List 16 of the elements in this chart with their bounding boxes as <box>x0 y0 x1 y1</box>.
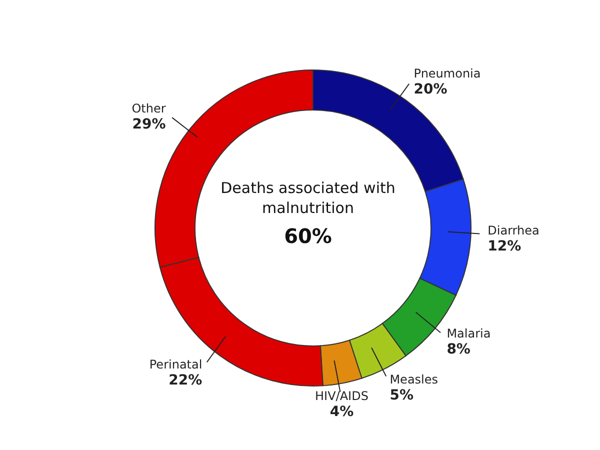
data-label: 22% <box>168 372 202 389</box>
data-label: 12% <box>488 238 522 254</box>
data-label: 8% <box>446 342 470 358</box>
slice-label: Perinatal <box>149 358 202 372</box>
slice-label: Pneumonia <box>414 66 481 80</box>
data-label: 20% <box>414 81 448 98</box>
data-label: 4% <box>330 404 354 420</box>
text: Deaths associated with malnutrition <box>220 179 396 217</box>
slice-label: Diarrhea <box>488 223 540 238</box>
slice-label: HIV/AIDS <box>315 388 368 403</box>
slice-label: Malaria <box>446 326 491 341</box>
data-label: 29% <box>132 116 166 133</box>
data-label: 5% <box>390 387 414 404</box>
slice-label: Measles <box>390 372 438 386</box>
text: 60% <box>284 224 332 248</box>
slice-label: Other <box>132 102 166 116</box>
